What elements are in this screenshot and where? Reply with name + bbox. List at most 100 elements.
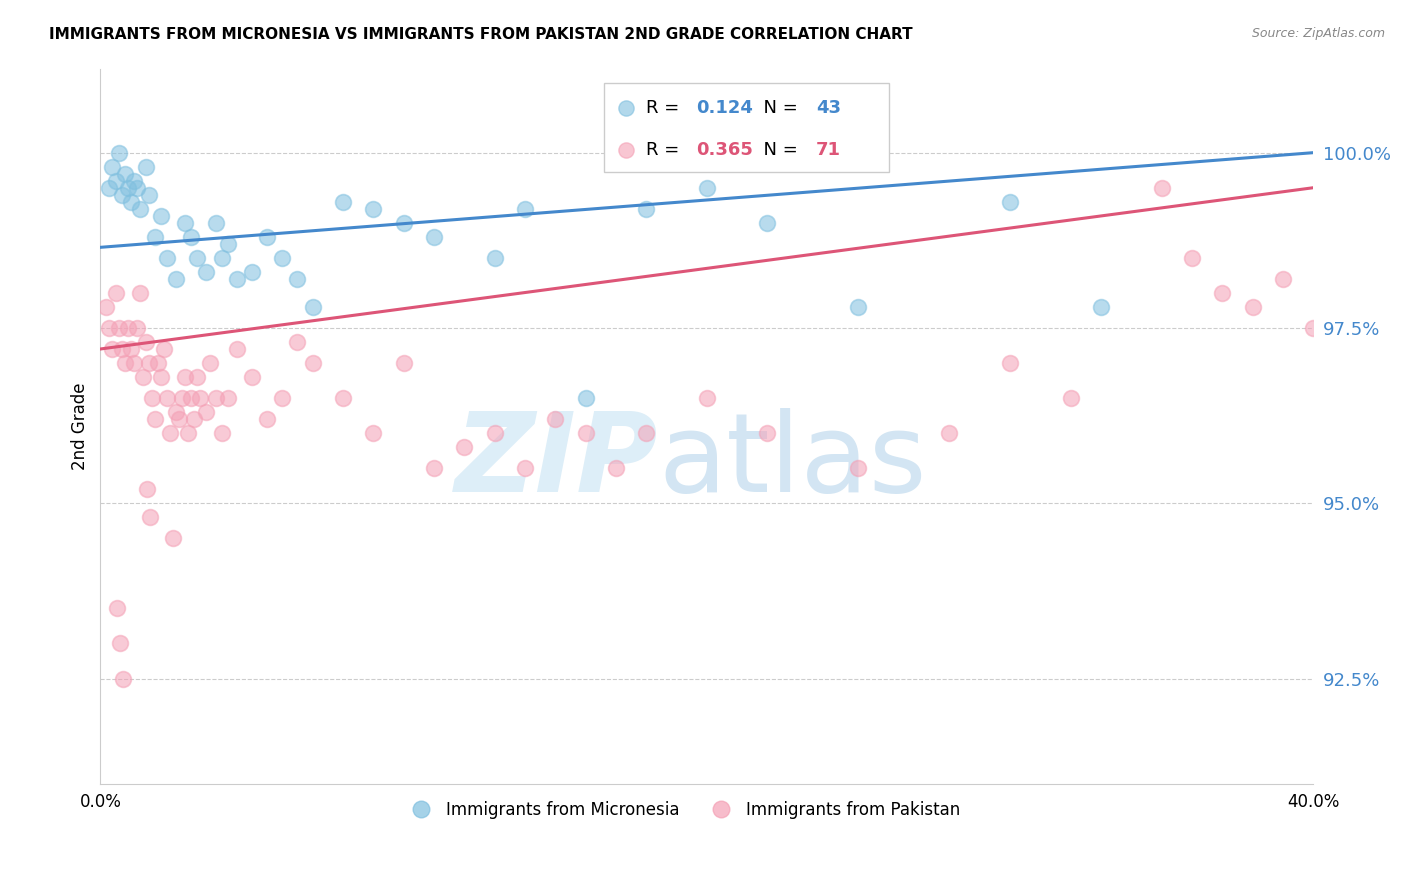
Point (117, 180, 139, 194)
Point (1060, 391, 1083, 405)
Point (453, 440, 475, 454)
Text: 0.365: 0.365 (696, 141, 752, 159)
Point (98, 321, 121, 335)
Point (138, 187, 160, 202)
Point (423, 229, 446, 244)
Point (574, 391, 596, 405)
Point (143, 229, 166, 244)
Point (271, 251, 294, 265)
Point (1211, 285, 1233, 300)
Point (636, 202, 658, 216)
Point (423, 461, 446, 475)
Point (848, 300, 870, 314)
Point (195, 265, 218, 279)
Point (225, 272, 247, 286)
Text: R =: R = (647, 141, 685, 159)
Point (105, 601, 128, 615)
Point (392, 216, 415, 230)
Point (110, 342, 132, 356)
Point (107, 321, 129, 335)
Text: 43: 43 (815, 99, 841, 117)
Point (605, 461, 627, 475)
Point (287, 272, 309, 286)
Text: N =: N = (752, 141, 803, 159)
Point (125, 321, 148, 335)
Point (484, 426, 506, 441)
Y-axis label: 2nd Grade: 2nd Grade (72, 383, 89, 470)
Point (165, 405, 187, 419)
Point (998, 356, 1021, 370)
Point (1181, 251, 1204, 265)
Point (122, 174, 145, 188)
Legend: Immigrants from Micronesia, Immigrants from Pakistan: Immigrants from Micronesia, Immigrants f… (398, 794, 967, 825)
Point (114, 356, 136, 370)
Point (198, 356, 221, 370)
Point (211, 251, 233, 265)
Point (143, 412, 166, 426)
Point (120, 194, 142, 209)
Point (150, 370, 173, 384)
Point (186, 370, 208, 384)
Point (361, 426, 384, 441)
Text: R =: R = (647, 99, 685, 117)
Point (136, 482, 159, 496)
Point (332, 391, 354, 405)
Point (256, 229, 278, 244)
Point (1271, 272, 1294, 286)
Point (135, 334, 157, 349)
Point (240, 265, 263, 279)
Point (513, 461, 536, 475)
Point (153, 342, 176, 356)
Point (98, 180, 121, 194)
Point (1090, 300, 1112, 314)
Point (156, 391, 179, 405)
Point (139, 510, 162, 524)
Point (128, 285, 150, 300)
Point (756, 426, 779, 441)
Point (217, 236, 239, 251)
Point (117, 321, 139, 335)
Point (484, 251, 506, 265)
Point (256, 412, 278, 426)
Point (180, 391, 202, 405)
Point (195, 405, 218, 419)
Point (104, 174, 127, 188)
Point (696, 391, 718, 405)
Point (998, 194, 1021, 209)
Point (186, 251, 208, 265)
Point (204, 391, 226, 405)
Point (120, 342, 142, 356)
Point (162, 531, 184, 545)
Point (696, 180, 718, 194)
Point (574, 426, 596, 441)
Point (108, 636, 131, 650)
Point (138, 356, 160, 370)
Text: 71: 71 (815, 141, 841, 159)
Point (104, 285, 127, 300)
Point (150, 209, 173, 223)
Point (240, 370, 263, 384)
Point (174, 370, 197, 384)
Point (513, 202, 536, 216)
Point (361, 202, 384, 216)
Point (301, 356, 323, 370)
Point (332, 194, 354, 209)
Point (135, 160, 157, 174)
FancyBboxPatch shape (603, 83, 889, 172)
Point (180, 229, 202, 244)
Point (146, 356, 169, 370)
Point (225, 342, 247, 356)
Point (107, 145, 129, 160)
Point (122, 356, 145, 370)
Point (156, 251, 179, 265)
Text: 0.124: 0.124 (696, 99, 752, 117)
Point (271, 391, 294, 405)
Text: atlas: atlas (658, 409, 927, 516)
Point (392, 356, 415, 370)
Point (172, 391, 194, 405)
Point (110, 187, 132, 202)
Point (101, 160, 124, 174)
Point (1241, 300, 1264, 314)
Point (1302, 321, 1324, 335)
Point (125, 180, 148, 194)
